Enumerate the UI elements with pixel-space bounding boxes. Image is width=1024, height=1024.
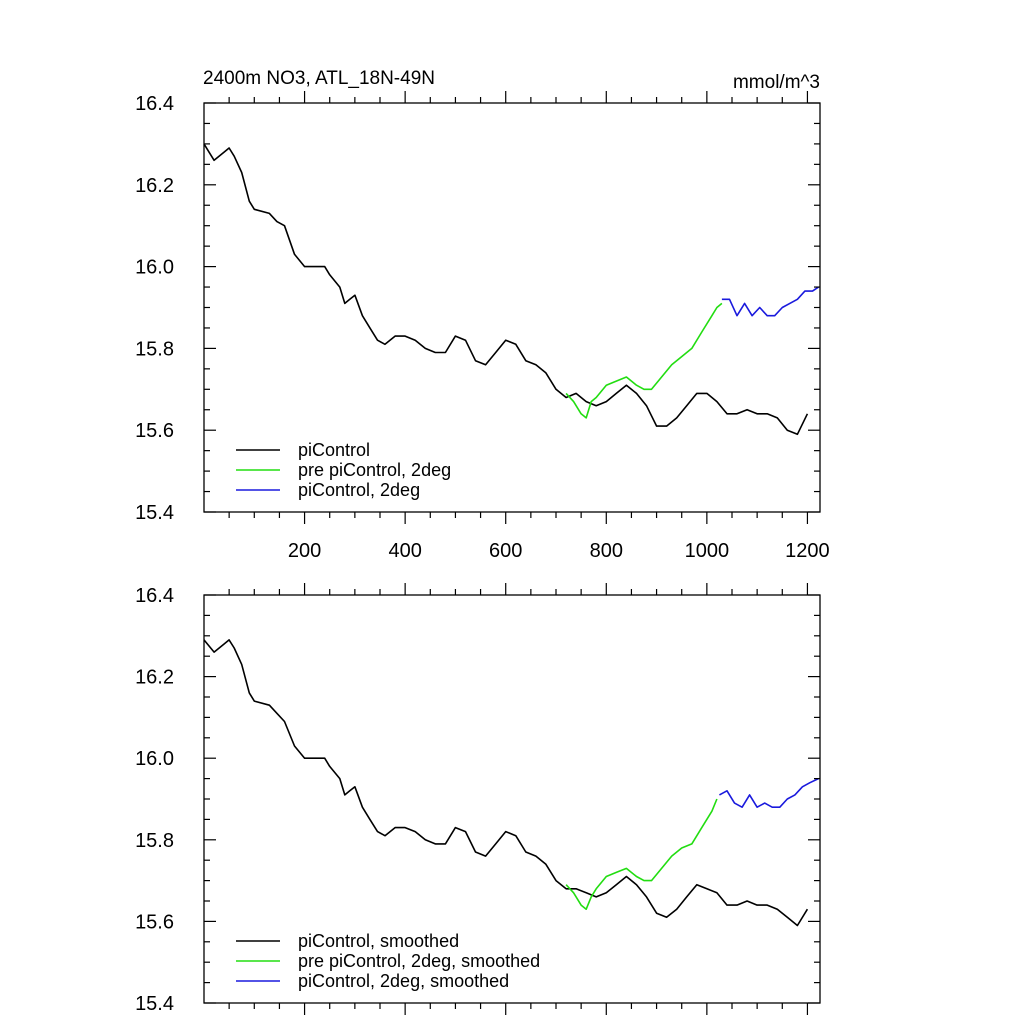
x-tick-label: 1000 [685, 540, 730, 562]
x-tick-label: 400 [388, 540, 421, 562]
legend-label: piControl, 2deg, smoothed [298, 971, 509, 991]
y-tick-label: 15.6 [135, 420, 174, 442]
legend-label: piControl, 2deg [298, 480, 420, 500]
y-tick-label: 15.8 [135, 830, 174, 852]
y-tick-label: 16.4 [135, 585, 174, 607]
series-line [203, 143, 809, 436]
x-tick-label: 1200 [785, 540, 830, 562]
y-tick-label: 16.4 [135, 93, 174, 115]
y-tick-label: 16.0 [135, 748, 174, 770]
y-tick-label: 16.0 [135, 257, 174, 279]
y-tick-label: 15.8 [135, 338, 174, 360]
legend-label: piControl, smoothed [298, 931, 459, 951]
series-line [565, 798, 718, 911]
y-tick-label: 15.4 [135, 993, 174, 1015]
x-tick-label: 800 [590, 540, 623, 562]
y-tick-label: 16.2 [135, 175, 174, 197]
legend-label: pre piControl, 2deg [298, 460, 451, 480]
chart-title: 2400m NO3, ATL_18N-49N [203, 68, 435, 89]
top-panel: 2400m NO3, ATL_18N-49N mmol/m^3 15.4 15.6… [135, 68, 830, 562]
series-line [719, 777, 819, 809]
series-line [721, 286, 819, 317]
series-line [565, 302, 723, 419]
x-tick-label: 600 [489, 540, 522, 562]
series-line [203, 639, 809, 927]
x-tick-label: 200 [288, 540, 321, 562]
bottom-panel: 15.4 15.6 15.8 16.0 16.2 16.4 piControl, smoo… [135, 583, 821, 1015]
units-label: mmol/m^3 [733, 72, 820, 93]
legend-label: piControl [298, 440, 370, 460]
y-tick-label: 15.6 [135, 911, 174, 933]
legend-label: pre piControl, 2deg, smoothed [298, 951, 540, 971]
y-tick-label: 15.4 [135, 502, 174, 524]
y-tick-label: 16.2 [135, 667, 174, 689]
